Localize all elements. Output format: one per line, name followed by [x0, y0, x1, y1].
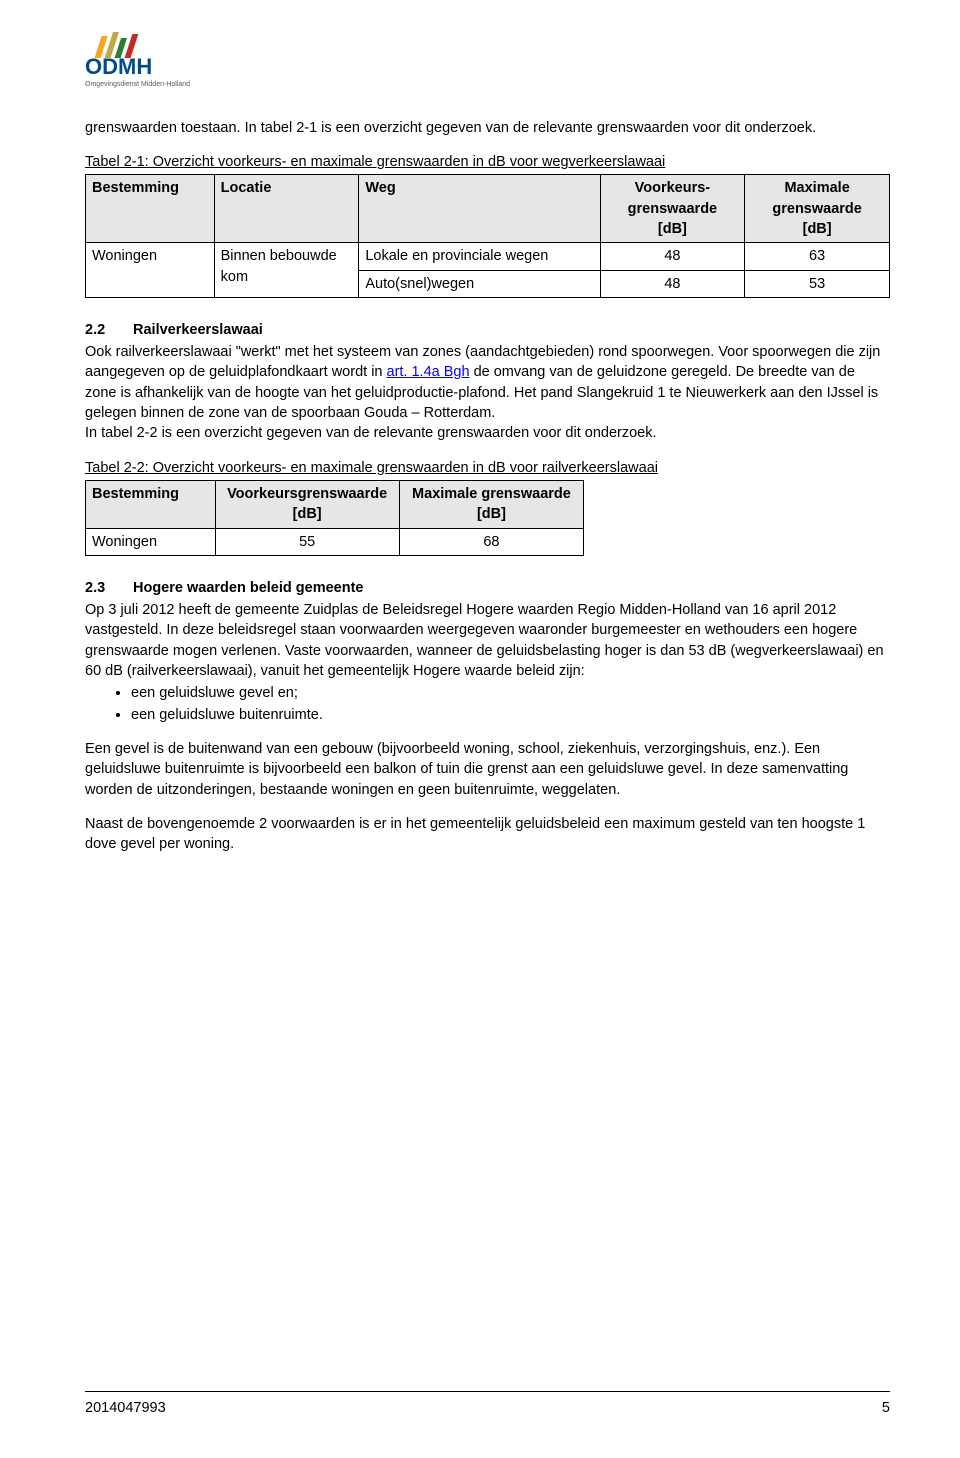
- table-header-row: Bestemming Voorkeursgrenswaarde [dB] Max…: [86, 480, 584, 528]
- th-bestemming: Bestemming: [86, 480, 216, 528]
- th-maximale: Maximale grenswaarde [dB]: [745, 175, 890, 243]
- th-maximale: Maximale grenswaarde [dB]: [399, 480, 583, 528]
- td-maximale: 68: [399, 528, 583, 555]
- section-2-3-para1: Op 3 juli 2012 heeft de gemeente Zuidpla…: [85, 600, 890, 681]
- table-row: Woningen Binnen bebouwde kom Lokale en p…: [86, 243, 890, 270]
- art-link[interactable]: art. 1.4a Bgh: [387, 364, 470, 380]
- footer-divider: [85, 1391, 890, 1392]
- td-bestemming: Woningen: [86, 243, 215, 298]
- td-maximale: 63: [745, 243, 890, 270]
- list-item: een geluidsluwe buitenruimte.: [131, 705, 890, 725]
- section-title: Railverkeerslawaai: [133, 322, 263, 338]
- logo-icon: ODMH: [85, 30, 195, 78]
- section-number: 2.2: [85, 320, 133, 340]
- intro-paragraph: grenswaarden toestaan. In tabel 2-1 is e…: [85, 118, 890, 138]
- logo-subtitle: Omgevingsdienst Midden-Holland: [85, 80, 890, 90]
- bullet-list: een geluidsluwe gevel en; een geluidsluw…: [85, 683, 890, 725]
- table-wegverkeer: Bestemming Locatie Weg Voorkeurs- grensw…: [85, 174, 890, 297]
- td-weg: Lokale en provinciale wegen: [359, 243, 600, 270]
- td-voorkeurs: 55: [215, 528, 399, 555]
- th-bestemming: Bestemming: [86, 175, 215, 243]
- footer-pagenum: 5: [882, 1398, 890, 1418]
- table2-caption: Tabel 2-2: Overzicht voorkeurs- en maxim…: [85, 458, 890, 478]
- th-locatie: Locatie: [214, 175, 359, 243]
- section-2-3-head: 2.3Hogere waarden beleid gemeente: [85, 578, 890, 598]
- table-row: Woningen 55 68: [86, 528, 584, 555]
- th-voorkeurs: Voorkeurs- grenswaarde [dB]: [600, 175, 745, 243]
- page-footer: 2014047993 5: [85, 1391, 890, 1418]
- logo-block: ODMH Omgevingsdienst Midden-Holland: [85, 30, 890, 90]
- table1-caption: Tabel 2-1: Overzicht voorkeurs- en maxim…: [85, 152, 890, 172]
- td-weg: Auto(snel)wegen: [359, 270, 600, 297]
- td-locatie: Binnen bebouwde kom: [214, 243, 359, 298]
- section-2-2-head: 2.2Railverkeerslawaai: [85, 320, 890, 340]
- list-item: een geluidsluwe gevel en;: [131, 683, 890, 703]
- table-header-row: Bestemming Locatie Weg Voorkeurs- grensw…: [86, 175, 890, 243]
- td-voorkeurs: 48: [600, 270, 745, 297]
- th-weg: Weg: [359, 175, 600, 243]
- td-voorkeurs: 48: [600, 243, 745, 270]
- table-railverkeer: Bestemming Voorkeursgrenswaarde [dB] Max…: [85, 480, 584, 556]
- section-title: Hogere waarden beleid gemeente: [133, 580, 363, 596]
- footer-docnum: 2014047993: [85, 1398, 882, 1418]
- section-2-3-para2: Een gevel is de buitenwand van een gebou…: [85, 739, 890, 800]
- section-number: 2.3: [85, 578, 133, 598]
- td-bestemming: Woningen: [86, 528, 216, 555]
- td-maximale: 53: [745, 270, 890, 297]
- logo-text: ODMH: [85, 54, 152, 78]
- section-2-3-para3: Naast de bovengenoemde 2 voorwaarden is …: [85, 814, 890, 855]
- section-2-2-body: Ook railverkeerslawaai "werkt" met het s…: [85, 342, 890, 443]
- th-voorkeurs: Voorkeursgrenswaarde [dB]: [215, 480, 399, 528]
